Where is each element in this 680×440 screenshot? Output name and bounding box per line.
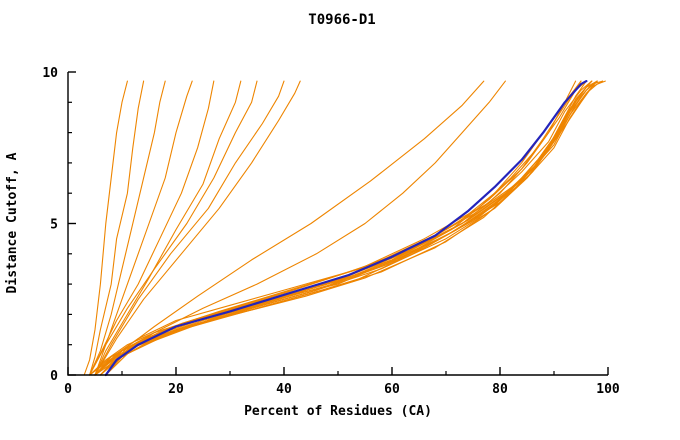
model-curve [89,80,215,376]
x-tick-label: 80 [492,382,508,397]
model-curve [89,80,258,376]
x-tick-label: 40 [276,382,292,397]
model-curve [89,80,166,376]
model-curve [94,80,598,376]
highlight-curve [104,79,588,377]
x-tick-label: 0 [64,382,72,397]
x-tick-label: 60 [384,382,400,397]
x-tick-labels: 0 20 40 60 80 100 [64,382,620,397]
x-tick-label: 20 [168,382,184,397]
model-curve [99,80,598,376]
y-axis-label: Distance Cutoff, A [5,152,20,293]
x-axis-label: Percent of Residues (CA) [244,404,432,419]
model-curve [105,80,485,376]
model-curve [89,80,145,376]
y-tick-label: 5 [50,218,58,233]
model-curves [83,80,606,376]
y-tick-marks [68,71,76,376]
plot-title: T0966-D1 [308,12,375,28]
model-curve [99,80,506,376]
highlight-model-curve [104,79,588,377]
model-curve [94,80,242,376]
model-curve [94,80,301,376]
x-tick-marks [67,367,609,375]
y-tick-label: 0 [50,369,58,384]
model-curve [89,80,582,376]
model-curve [94,80,587,376]
model-curve [94,80,285,376]
model-curve [83,80,128,376]
model-curve [94,80,598,376]
y-tick-labels: 0 5 10 [42,66,58,384]
x-tick-label: 100 [596,382,620,397]
y-tick-label: 10 [42,66,58,81]
